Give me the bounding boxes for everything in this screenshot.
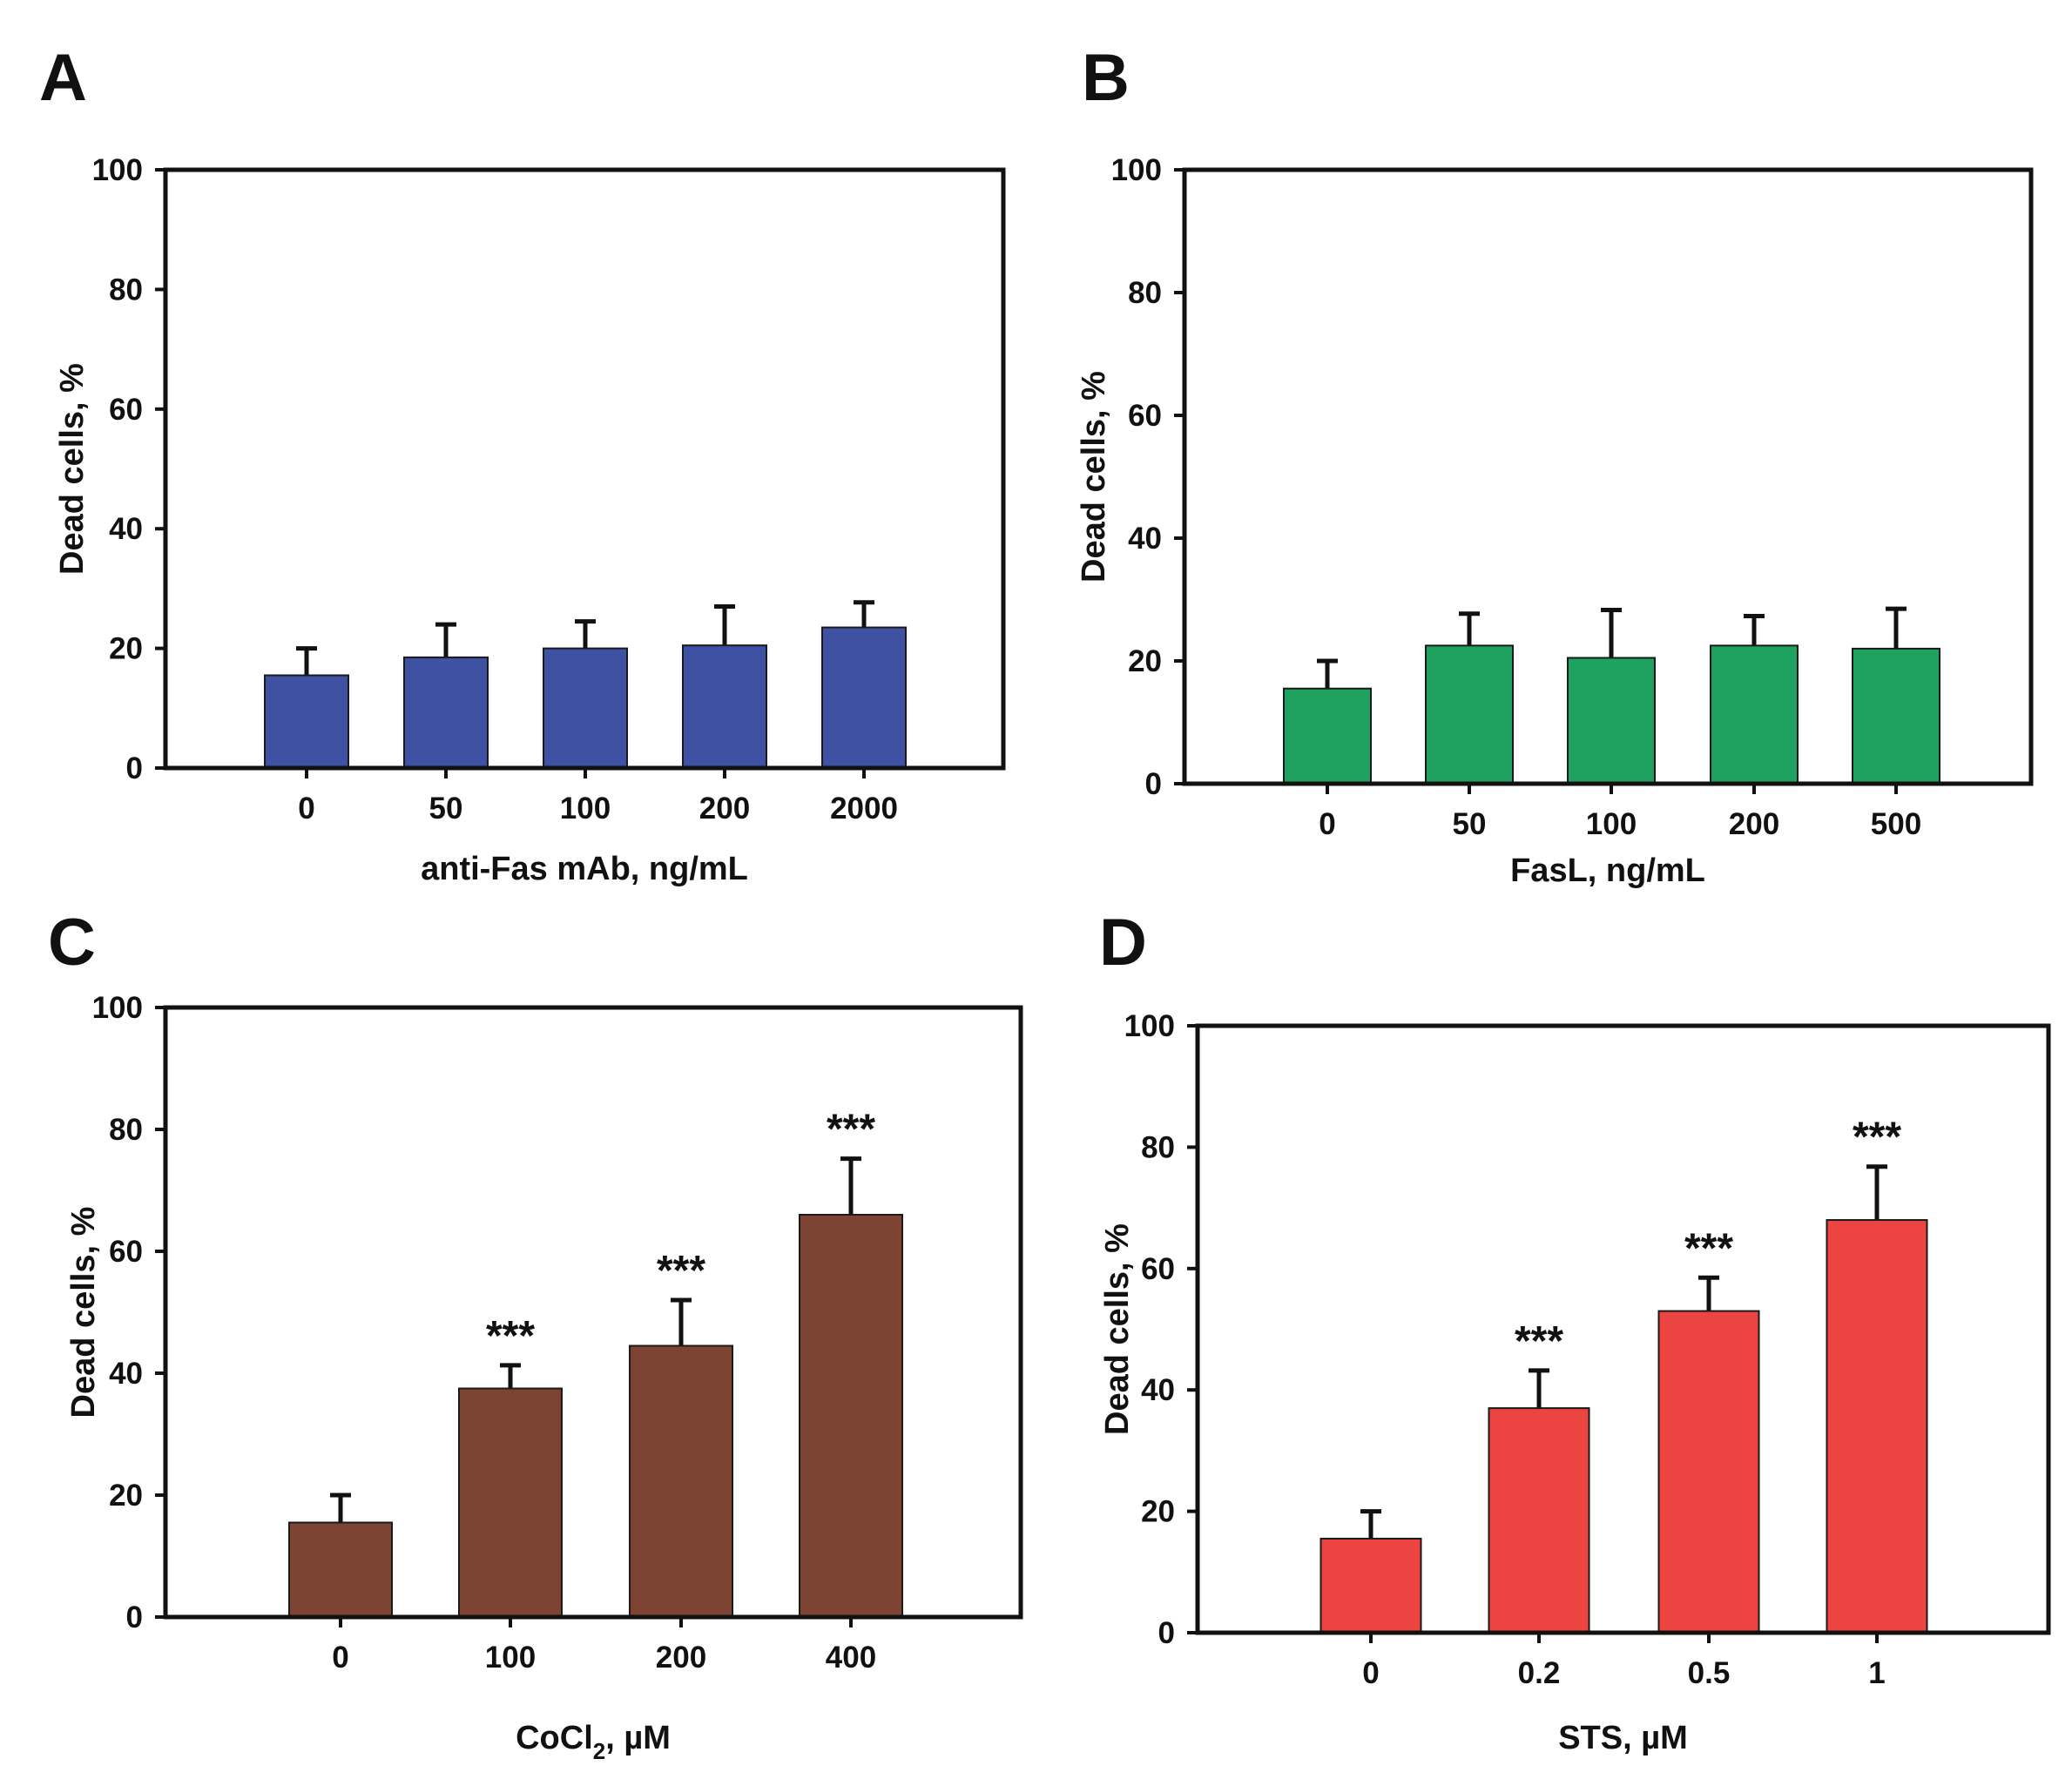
y-tick-label: 60 bbox=[109, 1235, 143, 1269]
bar bbox=[682, 644, 767, 769]
x-tick-label: 200 bbox=[1729, 807, 1779, 841]
y-tick-label: 40 bbox=[1141, 1373, 1175, 1407]
chart-a: 0 50 100 200 2000 0 20 40 60 80 100 Dead cells, % an… bbox=[54, 153, 1006, 887]
y-tick-label: 60 bbox=[1141, 1252, 1175, 1286]
y-axis-label: Dead cells, % bbox=[1076, 371, 1112, 583]
plot-frame bbox=[163, 1005, 1023, 1620]
y-tick-label: 0 bbox=[126, 1600, 143, 1634]
x-tick-label: 500 bbox=[1871, 807, 1921, 841]
x-tick-label: 200 bbox=[656, 1641, 706, 1675]
y-tick-label: 100 bbox=[92, 991, 143, 1025]
bar bbox=[1567, 657, 1656, 785]
panel-letter-d: D bbox=[1099, 906, 1147, 980]
x-axis-label-unit: , µM bbox=[605, 1720, 671, 1756]
x-tick-label: 100 bbox=[485, 1641, 536, 1675]
x-axis-label: STS, µM bbox=[1558, 1720, 1688, 1756]
x-axis-label-main: CoCl bbox=[516, 1720, 593, 1756]
bar bbox=[264, 674, 349, 770]
significance-label: *** bbox=[657, 1248, 705, 1294]
y-tick-label: 0 bbox=[126, 751, 143, 785]
y-tick-label: 100 bbox=[92, 153, 143, 187]
x-tick-label: 0 bbox=[298, 792, 314, 825]
bar bbox=[1657, 1310, 1760, 1634]
bar bbox=[821, 626, 907, 769]
significance-label: *** bbox=[1515, 1318, 1563, 1365]
x-axis-label-subscript: 2 bbox=[593, 1738, 605, 1764]
bar bbox=[403, 656, 489, 770]
y-tick-label: 60 bbox=[109, 393, 143, 427]
x-tick-label: 100 bbox=[1586, 807, 1637, 841]
y-tick-label: 20 bbox=[1141, 1495, 1175, 1529]
bar bbox=[1319, 1537, 1422, 1634]
chart-c: 0 *** 100 *** 200 *** 400 0 20 40 60 80 100 Dead cell… bbox=[65, 991, 1023, 1764]
y-tick-label: 20 bbox=[1128, 644, 1162, 678]
y-tick-label: 80 bbox=[109, 273, 143, 307]
plot-frame bbox=[163, 167, 1006, 771]
x-axis-label: CoCl2, µM bbox=[516, 1720, 671, 1764]
bar bbox=[1852, 647, 1940, 785]
y-axis-label: Dead cells, % bbox=[65, 1207, 102, 1418]
significance-label: *** bbox=[486, 1313, 535, 1359]
y-tick-label: 0 bbox=[1158, 1616, 1175, 1650]
x-tick-label: 0 bbox=[1319, 807, 1335, 841]
y-tick-label: 80 bbox=[1141, 1130, 1175, 1164]
x-axis-label: anti-Fas mAb, ng/mL bbox=[421, 851, 748, 887]
bar bbox=[288, 1521, 393, 1618]
x-tick-label: 200 bbox=[699, 792, 750, 825]
y-tick-label: 40 bbox=[1128, 522, 1162, 556]
plot-frame bbox=[1195, 1023, 2051, 1635]
y-tick-label: 80 bbox=[109, 1113, 143, 1147]
x-tick-label: 2000 bbox=[830, 792, 898, 825]
y-tick-label: 20 bbox=[109, 1479, 143, 1513]
x-tick-label: 50 bbox=[429, 792, 463, 825]
significance-label: *** bbox=[1853, 1115, 1901, 1161]
y-tick-label: 100 bbox=[1111, 153, 1162, 187]
chart-d: 0 *** 0.2 *** 0.5 *** 1 0 20 40 60 80 100 Dead cells,… bbox=[1099, 1009, 2051, 1756]
y-tick-label: 40 bbox=[109, 512, 143, 546]
panel-letter-a: A bbox=[39, 41, 87, 115]
y-axis-label: Dead cells, % bbox=[54, 363, 91, 575]
x-tick-label: 1 bbox=[1868, 1656, 1885, 1690]
bar bbox=[1425, 644, 1514, 785]
y-tick-label: 100 bbox=[1124, 1009, 1175, 1043]
significance-label: *** bbox=[1684, 1225, 1733, 1271]
x-tick-label: 0 bbox=[332, 1641, 348, 1675]
y-tick-label: 40 bbox=[109, 1357, 143, 1391]
x-tick-label: 0.2 bbox=[1518, 1656, 1561, 1690]
significance-label: *** bbox=[827, 1107, 875, 1153]
x-tick-label: 100 bbox=[560, 792, 611, 825]
y-tick-label: 0 bbox=[1145, 767, 1162, 801]
chart-b: 0 50 100 200 500 0 20 40 60 80 100 Dead cells, % Fas… bbox=[1076, 153, 2034, 889]
x-tick-label: 400 bbox=[826, 1641, 876, 1675]
x-axis-label: FasL, ng/mL bbox=[1510, 852, 1705, 889]
y-tick-label: 60 bbox=[1128, 399, 1162, 433]
x-tick-label: 0 bbox=[1362, 1656, 1379, 1690]
x-tick-label: 50 bbox=[1453, 807, 1487, 841]
bar bbox=[1283, 687, 1372, 785]
bar bbox=[629, 1344, 733, 1618]
y-tick-label: 80 bbox=[1128, 276, 1162, 310]
bar bbox=[1826, 1219, 1928, 1634]
bar bbox=[1710, 644, 1799, 785]
plot-frame bbox=[1182, 167, 2034, 786]
y-axis-label: Dead cells, % bbox=[1099, 1223, 1136, 1435]
bar bbox=[1488, 1407, 1590, 1634]
panel-letter-c: C bbox=[48, 906, 96, 980]
bar bbox=[799, 1214, 903, 1618]
bar bbox=[458, 1387, 563, 1618]
bar bbox=[543, 647, 628, 769]
y-tick-label: 20 bbox=[109, 632, 143, 666]
x-tick-label: 0.5 bbox=[1688, 1656, 1731, 1690]
panel-letter-b: B bbox=[1082, 41, 1130, 115]
